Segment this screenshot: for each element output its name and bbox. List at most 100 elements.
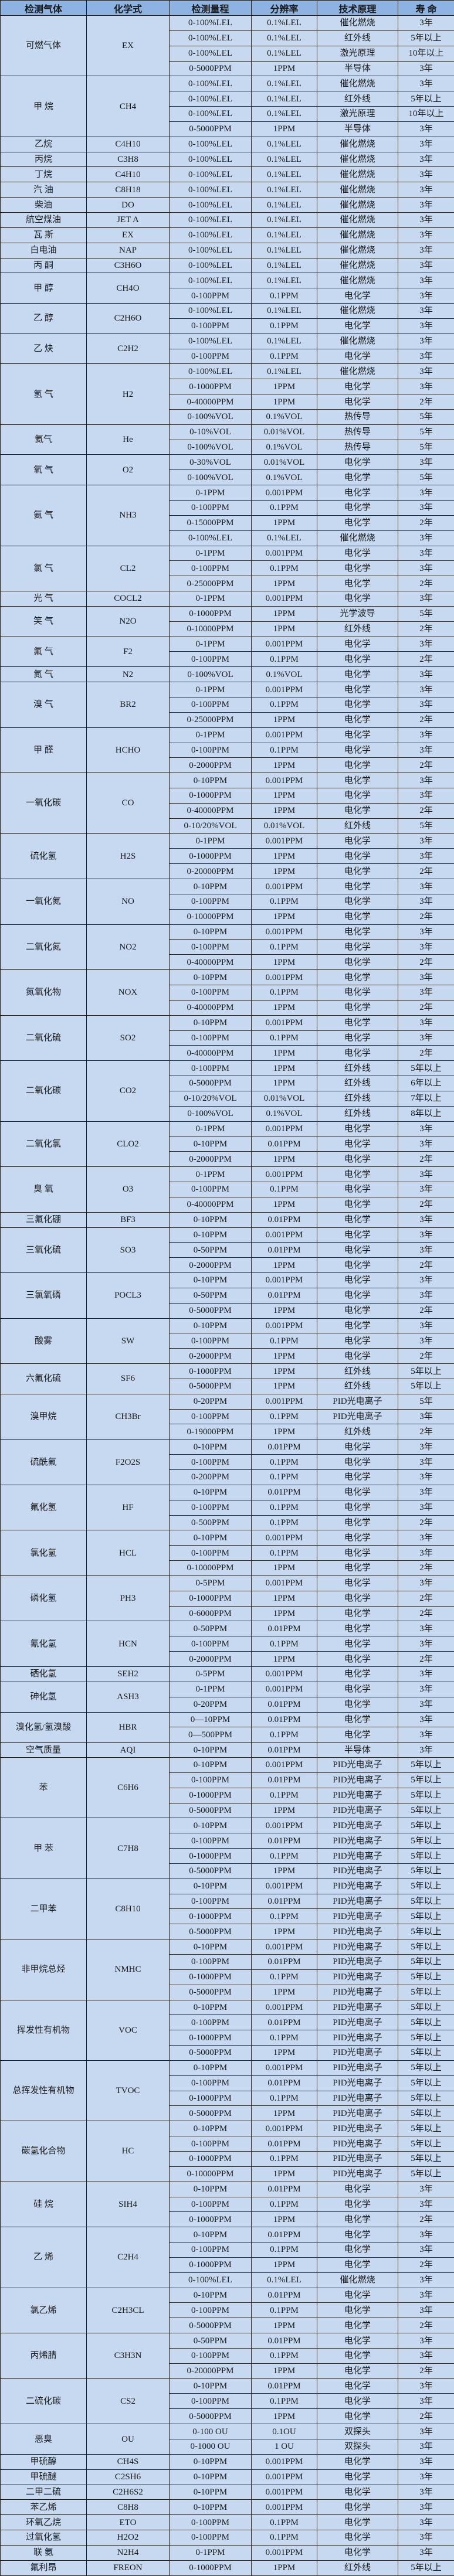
lifetime-cell: 2年 (398, 1000, 454, 1015)
range-cell: 0-50PPM (170, 1243, 252, 1258)
gas-name-cell: 硅 烷 (1, 2182, 87, 2227)
range-cell: 0-100%VOL (170, 440, 252, 455)
resolution-cell: 0.1PPM (252, 940, 317, 955)
range-cell: 0-100PPM (170, 743, 252, 758)
lifetime-cell: 5年以上 (398, 1772, 454, 1788)
lifetime-cell: 5年以上 (398, 1924, 454, 1939)
lifetime-cell: 3年 (398, 2485, 454, 2500)
gas-name-cell: 航空煤油 (1, 212, 87, 227)
lifetime-cell: 3年 (398, 1212, 454, 1227)
lifetime-cell: 2年 (398, 1303, 454, 1318)
resolution-cell: 1PPM (252, 1076, 317, 1091)
range-cell: 0—500PPM (170, 1727, 252, 1743)
lifetime-cell: 3年 (398, 1666, 454, 1682)
gas-name-cell: 氟利昂 (1, 2560, 87, 2575)
principle-cell: 热传导 (317, 440, 398, 455)
range-cell: 0-100PPM (170, 2530, 252, 2546)
range-cell: 0-100PPM (170, 318, 252, 334)
gas-name-cell: 酸雾 (1, 1318, 87, 1364)
lifetime-cell: 2年 (398, 1258, 454, 1273)
lifetime-cell: 2年 (398, 803, 454, 818)
resolution-cell: 0.1PPM (252, 652, 317, 667)
resolution-cell: 0.01PPM (252, 2288, 317, 2303)
formula-cell: NOX (87, 970, 170, 1016)
principle-cell: PID光电离子 (317, 1985, 398, 2000)
range-cell: 0-40000PPM (170, 955, 252, 970)
lifetime-cell: 3年 (398, 985, 454, 1001)
principle-cell: PID光电离子 (317, 1909, 398, 1924)
range-cell: 0-100%LEL (170, 182, 252, 198)
lifetime-cell: 3年 (398, 485, 454, 501)
resolution-cell: 0.01PPM (252, 2015, 317, 2030)
lifetime-cell: 3年 (398, 2454, 454, 2469)
range-cell: 0-6000PPM (170, 1606, 252, 1621)
formula-cell: C8H18 (87, 182, 170, 198)
range-cell: 0-10PPM (170, 1530, 252, 1546)
range-cell: 0-1000PPM (170, 379, 252, 394)
principle-cell: 催化燃烧 (317, 273, 398, 288)
lifetime-cell: 3年 (398, 849, 454, 864)
gas-name-cell: 一氧化氮 (1, 879, 87, 925)
range-cell: 0-100%LEL (170, 30, 252, 46)
formula-cell: COCL2 (87, 591, 170, 607)
lifetime-cell: 3年 (398, 1697, 454, 1712)
resolution-cell: 1PPM (252, 909, 317, 924)
range-cell: 0-100%LEL (170, 227, 252, 243)
lifetime-cell: 5年以上 (398, 2060, 454, 2075)
range-cell: 0-100%LEL (170, 137, 252, 152)
formula-cell: SIH4 (87, 2182, 170, 2227)
range-cell: 0-100%LEL (170, 152, 252, 167)
lifetime-cell: 3年 (398, 1318, 454, 1333)
range-cell: 0-10PPM (170, 924, 252, 940)
formula-cell: DO (87, 198, 170, 213)
range-cell: 0-10PPM (170, 2288, 252, 2303)
formula-cell: HCHO (87, 727, 170, 773)
lifetime-cell: 2年 (398, 955, 454, 970)
resolution-cell: 0.1%LEL (252, 30, 317, 46)
principle-cell: 催化燃烧 (317, 530, 398, 546)
principle-cell: 电化学 (317, 318, 398, 334)
resolution-cell: 0.1PPM (252, 1515, 317, 1530)
range-cell: 0-5PPM (170, 1666, 252, 1682)
principle-cell: 电化学 (317, 1333, 398, 1349)
principle-cell: 电化学 (317, 2378, 398, 2394)
formula-cell: C8H10 (87, 1879, 170, 1939)
resolution-cell: 0.01PPM (252, 1212, 317, 1227)
range-cell: 0-100PPM (170, 1061, 252, 1076)
formula-cell: C3H8 (87, 152, 170, 167)
resolution-cell: 1PPM (252, 1591, 317, 1606)
range-cell: 0-2000PPM (170, 758, 252, 773)
range-cell: 0-10PPM (170, 879, 252, 894)
gas-name-cell: 氰化氢 (1, 1621, 87, 1667)
formula-cell: SW (87, 1318, 170, 1364)
resolution-cell: 0.1PPM (252, 561, 317, 576)
principle-cell: 电化学 (317, 667, 398, 682)
resolution-cell: 1PPM (252, 864, 317, 879)
gas-name-cell: 氮氧化物 (1, 970, 87, 1016)
lifetime-cell: 2年 (398, 1561, 454, 1576)
range-cell: 0-10PPM (170, 1758, 252, 1773)
formula-cell: CO (87, 773, 170, 833)
table-header-row: 检测气体 化学式 检测量程 分辨率 技术原理 寿 命 (1, 1, 454, 16)
range-cell: 0-100PPM (170, 1894, 252, 1909)
range-cell: 0-20PPM (170, 1697, 252, 1712)
lifetime-cell: 5年以上 (398, 1879, 454, 1894)
resolution-cell: 0.1PPM (252, 2030, 317, 2046)
principle-cell: 电化学 (317, 970, 398, 985)
gas-name-cell: 二硫化碳 (1, 2378, 87, 2424)
principle-cell: 电化学 (317, 1243, 398, 1258)
principle-cell: 红外线 (317, 1076, 398, 1091)
principle-cell: 红外线 (317, 1424, 398, 1440)
range-cell: 0-10PPM (170, 2454, 252, 2469)
resolution-cell: 1PPM (252, 606, 317, 621)
range-cell: 0-5000PPM (170, 1379, 252, 1394)
resolution-cell: 0.1%LEL (252, 258, 317, 273)
